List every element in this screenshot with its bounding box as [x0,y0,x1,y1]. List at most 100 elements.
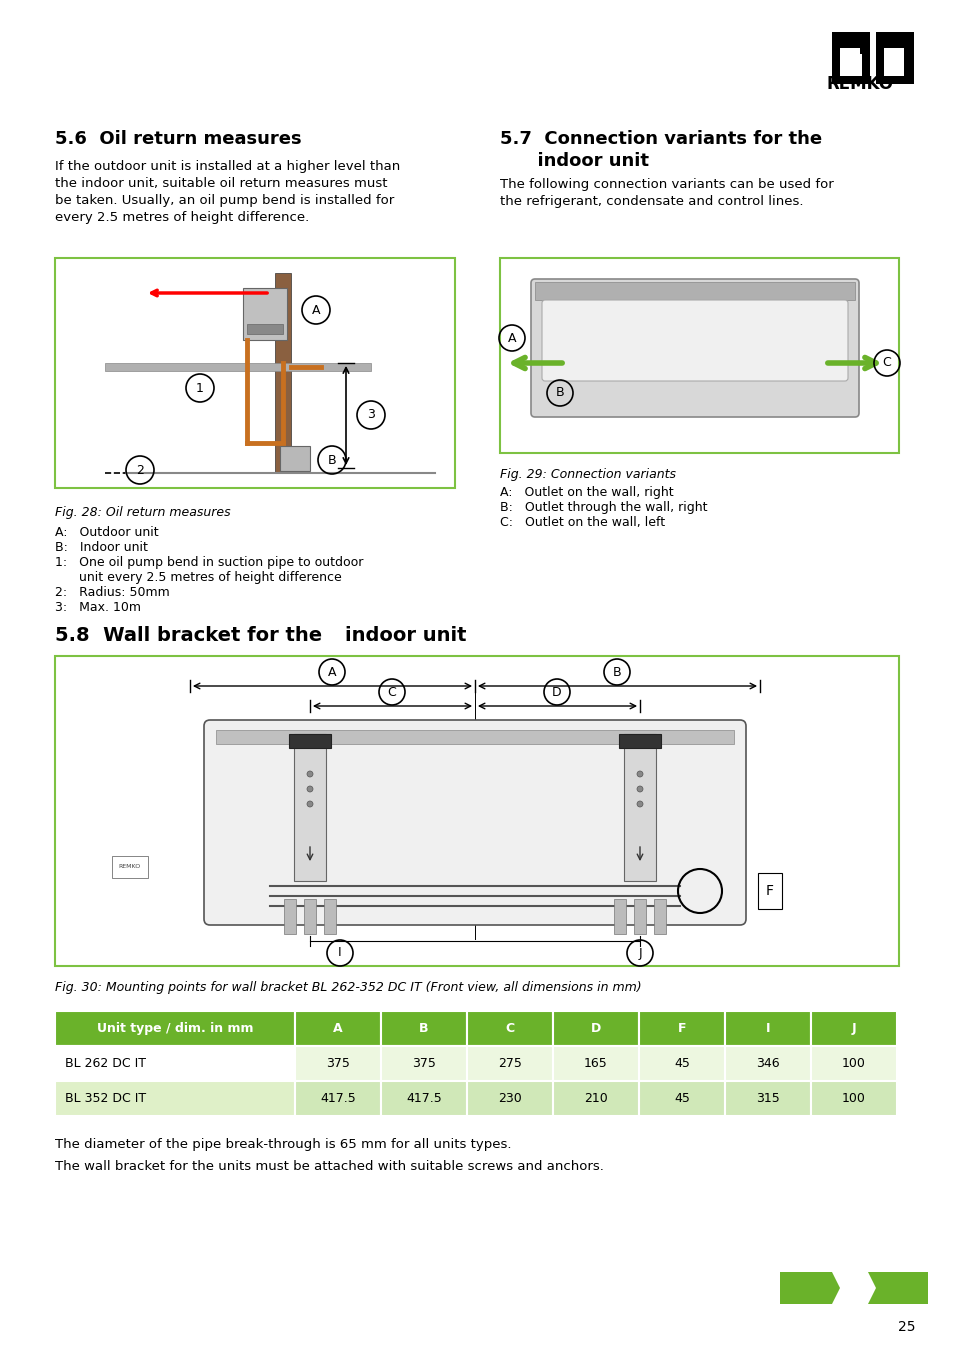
Text: REMKO: REMKO [119,864,141,869]
Text: C: C [387,686,395,698]
Text: 1:   One oil pump bend in suction pipe to outdoor: 1: One oil pump bend in suction pipe to … [55,556,363,568]
Text: 346: 346 [756,1057,779,1071]
Text: Unit type / dim. in mm: Unit type / dim. in mm [96,1022,253,1035]
Bar [280,446,310,471]
Text: indoor unit: indoor unit [345,626,466,645]
Circle shape [307,786,313,792]
Bar [639,1081,724,1116]
Text: Fig. 28: Oil return measures: Fig. 28: Oil return measures [55,506,231,518]
Text: 3:   Max. 10m: 3: Max. 10m [55,601,141,614]
Text: D: D [552,686,561,698]
Text: The diameter of the pipe break-through is 65 mm for all units types.: The diameter of the pipe break-through i… [55,1138,511,1152]
Bar [467,1081,553,1116]
Circle shape [637,786,642,792]
Bar [55,656,898,967]
Polygon shape [780,1272,840,1304]
Bar [758,873,781,909]
Text: BL 262 DC IT: BL 262 DC IT [65,1057,146,1071]
Text: B: B [612,666,620,679]
Bar [55,1046,294,1081]
Bar [883,49,903,62]
Text: 230: 230 [497,1092,521,1106]
Bar [380,1011,467,1046]
Text: A: A [312,304,320,316]
Bar [112,856,148,878]
Text: 45: 45 [674,1092,689,1106]
Text: 210: 210 [583,1092,607,1106]
Text: 5.6  Oil return measures: 5.6 Oil return measures [55,130,301,148]
Text: B: B [555,386,564,400]
Circle shape [307,771,313,778]
Bar [55,1011,294,1046]
Text: Fig. 30: Mounting points for wall bracket BL 262-352 DC IT (Front view, all dime: Fig. 30: Mounting points for wall bracke… [55,981,641,994]
Bar [724,1081,810,1116]
Circle shape [307,801,313,807]
Bar [499,258,898,454]
Text: 5.7  Connection variants for the: 5.7 Connection variants for the [499,130,821,148]
Text: 375: 375 [412,1057,436,1071]
Bar [535,282,854,300]
Bar [215,730,733,744]
Bar [467,1011,553,1046]
Text: The following connection variants can be used for
the refrigerant, condensate an: The following connection variants can be… [499,178,833,208]
Text: 275: 275 [497,1057,521,1071]
Text: 3: 3 [367,409,375,421]
Text: 25: 25 [898,1320,915,1334]
Text: Fig. 29: Connection variants: Fig. 29: Connection variants [499,468,676,481]
Text: BL 352 DC IT: BL 352 DC IT [65,1092,146,1106]
Text: 45: 45 [674,1057,689,1071]
Bar [294,734,326,882]
Text: indoor unit: indoor unit [499,153,648,170]
Text: A: A [333,1022,342,1035]
Bar [724,1046,810,1081]
Bar [553,1011,639,1046]
Text: C: C [882,356,890,370]
Text: C:   Outlet on the wall, left: C: Outlet on the wall, left [499,516,664,529]
Text: 100: 100 [841,1057,865,1071]
Bar [654,899,665,934]
Text: The wall bracket for the units must be attached with suitable screws and anchors: The wall bracket for the units must be a… [55,1160,603,1173]
Bar [380,1046,467,1081]
Text: B:   Outlet through the wall, right: B: Outlet through the wall, right [499,501,707,514]
Bar [623,734,656,882]
Text: 2:   Radius: 50mm: 2: Radius: 50mm [55,586,170,599]
Text: 417.5: 417.5 [406,1092,441,1106]
Bar [243,288,287,340]
Text: If the outdoor unit is installed at a higher level than
the indoor unit, suitabl: If the outdoor unit is installed at a hi… [55,161,400,224]
Circle shape [637,771,642,778]
Bar [105,363,371,371]
Text: unit every 2.5 metres of height difference: unit every 2.5 metres of height differen… [55,571,341,585]
Circle shape [637,801,642,807]
Polygon shape [867,1272,927,1304]
Bar [875,32,913,84]
Bar [724,1011,810,1046]
Bar [618,734,660,748]
Bar [289,734,331,748]
Bar [840,49,859,62]
Bar [883,54,903,76]
Text: A: A [328,666,335,679]
Bar [55,258,455,487]
Text: 1: 1 [196,382,204,394]
Text: J: J [638,946,641,960]
Bar [247,324,283,333]
Bar [274,273,291,472]
Text: A:   Outdoor unit: A: Outdoor unit [55,526,158,539]
Text: C: C [505,1022,514,1035]
Text: 165: 165 [583,1057,607,1071]
Bar [810,1081,896,1116]
Text: F: F [677,1022,685,1035]
Text: 315: 315 [756,1092,779,1106]
Text: B:   Indoor unit: B: Indoor unit [55,541,148,554]
Bar [294,1011,380,1046]
Text: 2: 2 [136,463,144,477]
Text: D: D [590,1022,600,1035]
Bar [614,899,625,934]
FancyBboxPatch shape [541,300,847,381]
Bar [304,899,315,934]
FancyBboxPatch shape [204,720,745,925]
Text: I: I [765,1022,769,1035]
Bar [810,1046,896,1081]
Text: F: F [765,884,773,898]
Text: 100: 100 [841,1092,865,1106]
